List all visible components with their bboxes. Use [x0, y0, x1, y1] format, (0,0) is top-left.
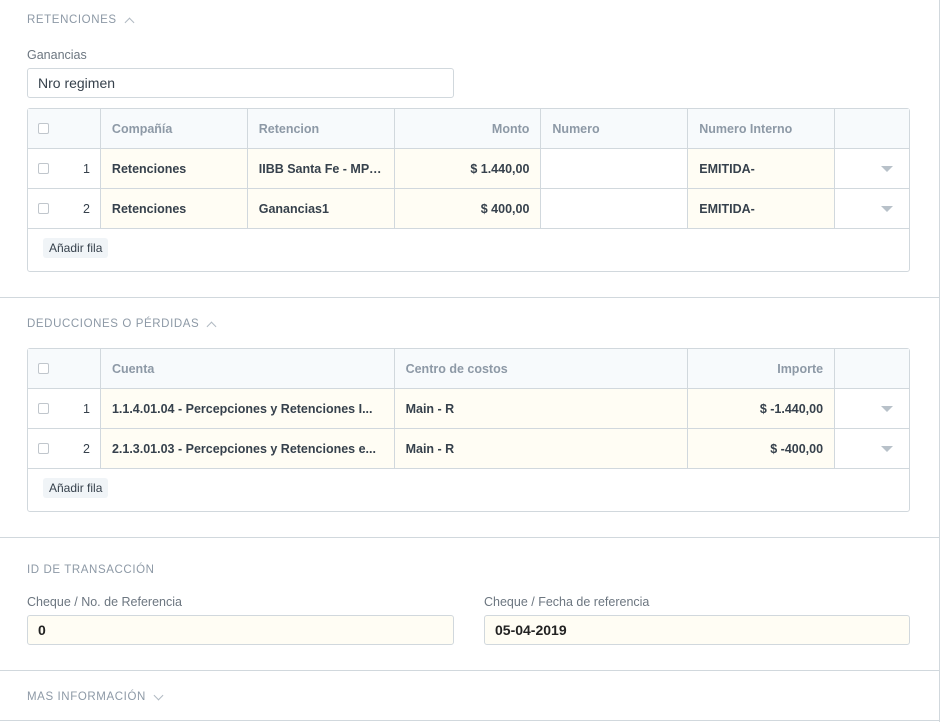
ganancias-select[interactable]: Nro regimen — [27, 68, 454, 98]
cell-company[interactable]: Retenciones — [100, 149, 248, 188]
caret-down-icon[interactable] — [880, 205, 893, 212]
cell-company[interactable]: Retenciones — [100, 189, 248, 228]
header-monto: Monto — [395, 109, 542, 148]
ganancias-label: Ganancias — [27, 48, 87, 62]
cell-numero-interno[interactable]: EMITIDA- — [688, 149, 836, 188]
fecha-referencia-value: 05-04-2019 — [495, 622, 567, 638]
header-centro-costos: Centro de costos — [395, 349, 689, 388]
table-row[interactable]: 2 2.1.3.01.03 - Percepciones y Retencion… — [28, 429, 909, 469]
header-select-cell — [28, 349, 101, 388]
cell-monto[interactable]: $ 1.440,00 — [394, 149, 542, 188]
deducciones-grid-header: Cuenta Centro de costos Importe — [28, 349, 909, 389]
row-select-cell: 2 — [28, 429, 101, 468]
cell-cuenta[interactable]: 2.1.3.01.03 - Percepciones y Retenciones… — [100, 429, 395, 468]
chevron-down-icon — [153, 690, 164, 700]
cell-importe[interactable]: $ -400,00 — [688, 429, 836, 468]
section-mas-info-toggle[interactable]: MAS INFORMACIÓN — [27, 690, 164, 703]
header-actions — [835, 109, 909, 148]
row-checkbox[interactable] — [38, 403, 49, 414]
header-actions — [835, 349, 909, 388]
cell-retencion-text: Ganancias1 — [258, 201, 329, 216]
row-checkbox[interactable] — [38, 443, 49, 454]
chevron-up-icon — [206, 321, 217, 331]
row-select-cell: 1 — [28, 149, 101, 188]
ganancias-value: Nro regimen — [38, 75, 116, 91]
header-numero: Numero — [541, 109, 689, 148]
row-index: 1 — [82, 161, 90, 176]
row-actions[interactable] — [835, 389, 909, 428]
section-divider — [0, 297, 940, 298]
header-retencion: Retencion — [248, 109, 395, 148]
cell-retencion-text: IIBB Santa Fe - MP ... — [258, 161, 383, 176]
retenciones-grid: Compañía Retencion Monto Numero Numero I… — [27, 108, 910, 272]
cheque-referencia-input[interactable]: 0 — [27, 615, 454, 645]
section-divider — [0, 670, 940, 671]
cell-cuenta-text: 2.1.3.01.03 - Percepciones y Retenciones… — [111, 441, 376, 456]
row-select-cell: 2 — [28, 189, 101, 228]
cheque-referencia-label: Cheque / No. de Referencia — [27, 595, 182, 609]
section-deducciones-toggle[interactable]: DEDUCCIONES O PÉRDIDAS — [27, 318, 217, 331]
cell-numero[interactable] — [541, 189, 689, 228]
row-actions[interactable] — [835, 189, 909, 228]
table-row[interactable]: 1 Retenciones IIBB Santa Fe - MP ... $ 1… — [28, 149, 909, 189]
row-checkbox[interactable] — [38, 203, 49, 214]
cell-monto[interactable]: $ 400,00 — [394, 189, 542, 228]
select-all-checkbox[interactable] — [38, 363, 49, 374]
row-index: 1 — [82, 401, 90, 416]
section-divider — [0, 537, 940, 538]
section-retenciones-toggle[interactable]: RETENCIONES — [27, 14, 135, 27]
select-all-checkbox[interactable] — [38, 123, 49, 134]
section-transaccion-title: ID DE TRANSACCIÓN — [27, 564, 155, 576]
add-row-button[interactable]: Añadir fila — [43, 238, 109, 258]
row-checkbox[interactable] — [38, 163, 49, 174]
row-index: 2 — [82, 201, 90, 216]
add-row-button[interactable]: Añadir fila — [43, 478, 109, 498]
row-select-cell: 1 — [28, 389, 101, 428]
section-divider — [0, 720, 940, 721]
section-retenciones-title: RETENCIONES — [27, 14, 117, 26]
row-actions[interactable] — [835, 149, 909, 188]
deducciones-grid: Cuenta Centro de costos Importe 1 1.1.4.… — [27, 348, 910, 512]
deducciones-grid-footer: Añadir fila — [28, 469, 909, 511]
chevron-up-icon — [124, 17, 135, 27]
cell-importe[interactable]: $ -1.440,00 — [688, 389, 836, 428]
table-row[interactable]: 2 Retenciones Ganancias1 $ 400,00 EMITID… — [28, 189, 909, 229]
cell-retencion[interactable]: Ganancias1 — [247, 189, 395, 228]
caret-down-icon[interactable] — [881, 445, 893, 452]
header-importe: Importe — [688, 349, 836, 388]
cell-centro-costos[interactable]: Main - R — [394, 429, 689, 468]
section-deducciones-title: DEDUCCIONES O PÉRDIDAS — [27, 318, 200, 330]
header-select-cell — [28, 109, 101, 148]
cell-retencion[interactable]: IIBB Santa Fe - MP ... — [247, 149, 395, 188]
row-actions[interactable] — [835, 429, 909, 468]
retenciones-grid-header: Compañía Retencion Monto Numero Numero I… — [28, 109, 909, 149]
cheque-referencia-value: 0 — [38, 622, 46, 638]
row-index: 2 — [82, 441, 90, 456]
caret-down-icon[interactable] — [881, 405, 893, 412]
cell-numero-interno[interactable]: EMITIDA- — [688, 189, 836, 228]
table-row[interactable]: 1 1.1.4.01.04 - Percepciones y Retencion… — [28, 389, 909, 429]
cell-numero[interactable] — [541, 149, 689, 188]
header-cuenta: Cuenta — [101, 349, 395, 388]
fecha-referencia-label: Cheque / Fecha de referencia — [484, 595, 650, 609]
cell-cuenta-text: 1.1.4.01.04 - Percepciones y Retenciones… — [111, 401, 373, 416]
section-mas-info-title: MAS INFORMACIÓN — [27, 691, 146, 703]
header-company: Compañía — [101, 109, 248, 148]
caret-down-icon[interactable] — [880, 165, 893, 172]
retenciones-grid-footer: Añadir fila — [28, 229, 909, 271]
cell-centro-costos[interactable]: Main - R — [394, 389, 689, 428]
header-numero-interno: Numero Interno — [688, 109, 836, 148]
fecha-referencia-input[interactable]: 05-04-2019 — [484, 615, 910, 645]
cell-cuenta[interactable]: 1.1.4.01.04 - Percepciones y Retenciones… — [100, 389, 395, 428]
